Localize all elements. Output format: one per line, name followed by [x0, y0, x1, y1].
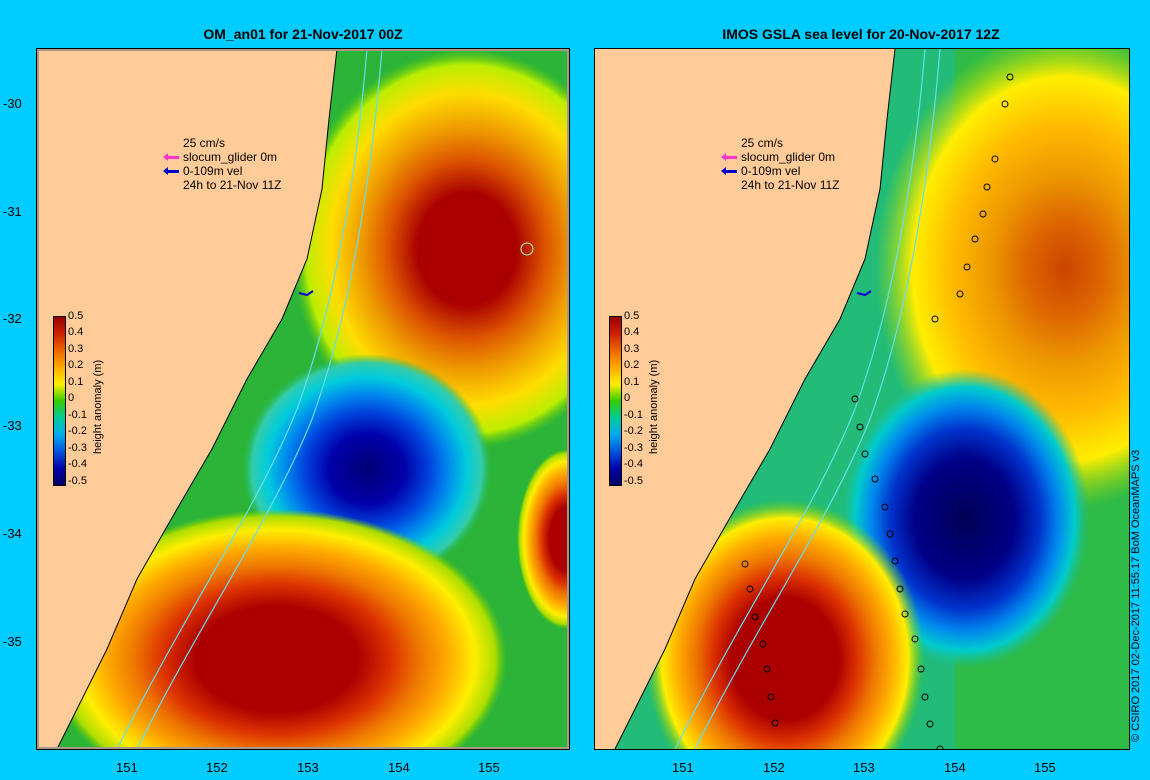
right-colorbar [609, 316, 622, 486]
right-cb-label: 0.5 [624, 310, 640, 322]
right-map-field [595, 49, 1129, 749]
left-legend: 25 cm/s slocum_glider 0m 0-109m vel 24h … [163, 136, 282, 192]
glider-arrow-icon [163, 152, 179, 161]
right-cb-label: 0.4 [624, 326, 640, 338]
right-legend: 25 cm/s slocum_glider 0m 0-109m vel 24h … [721, 136, 840, 192]
right-cb-label: -0.2 [624, 425, 643, 437]
legend-item-vel: 0-109m vel [183, 164, 243, 178]
velocity-arrow-icon [163, 166, 179, 175]
legend-scale: 25 cm/s [741, 136, 784, 150]
right-cb-label: 0 [624, 392, 631, 404]
left-cb-label: 0.5 [68, 310, 84, 322]
left-cb-label: -0.4 [68, 458, 87, 470]
left-map-field [37, 49, 569, 749]
left-cb-label: 0.2 [68, 359, 84, 371]
left-map [36, 48, 570, 750]
right-x-tick: 154 [944, 760, 966, 775]
legend-item-glider: slocum_glider 0m [741, 150, 836, 164]
right-cb-label: 0.3 [624, 343, 640, 355]
left-y-tick: -30 [3, 96, 22, 111]
right-x-tick: 152 [763, 760, 785, 775]
left-cb-title: height anomaly (m) [92, 359, 104, 454]
right-cb-title: height anomaly (m) [648, 359, 660, 454]
left-cb-label: 0.1 [68, 376, 84, 388]
left-cb-label: -0.2 [68, 425, 87, 437]
left-cb-label: 0.3 [68, 343, 84, 355]
left-y-tick: -31 [3, 204, 22, 219]
left-x-tick: 155 [478, 760, 500, 775]
left-x-tick: 153 [297, 760, 319, 775]
right-x-tick: 155 [1034, 760, 1056, 775]
left-y-tick: -34 [3, 526, 22, 541]
legend-item-vel: 0-109m vel [741, 164, 801, 178]
right-panel-title: IMOS GSLA sea level for 20-Nov-2017 12Z [722, 26, 1000, 42]
right-cb-label: -0.5 [624, 475, 643, 487]
right-x-tick: 153 [853, 760, 875, 775]
left-cb-label: -0.3 [68, 442, 87, 454]
left-panel-title: OM_an01 for 21-Nov-2017 00Z [203, 26, 403, 42]
legend-scale: 25 cm/s [183, 136, 226, 150]
legend-item-glider: slocum_glider 0m [183, 150, 278, 164]
left-cb-label: 0 [68, 392, 75, 404]
left-x-tick: 151 [116, 760, 138, 775]
glider-arrow-icon [721, 152, 737, 161]
left-y-tick: -32 [3, 311, 22, 326]
right-cb-label: 0.1 [624, 376, 640, 388]
legend-item-time: 24h to 21-Nov 11Z [741, 178, 840, 192]
right-cb-label: 0.2 [624, 359, 640, 371]
legend-item-time: 24h to 21-Nov 11Z [183, 178, 282, 192]
left-cb-label: -0.5 [68, 475, 87, 487]
right-x-tick: 151 [672, 760, 694, 775]
right-cb-label: -0.1 [624, 409, 643, 421]
left-x-tick: 152 [206, 760, 228, 775]
left-x-tick: 154 [388, 760, 410, 775]
right-cb-label: -0.3 [624, 442, 643, 454]
velocity-arrow-icon [721, 166, 737, 175]
left-colorbar [53, 316, 66, 486]
left-cb-label: -0.1 [68, 409, 87, 421]
left-y-tick: -33 [3, 418, 22, 433]
copyright-credit: © CSIRO 2017 02-Dec-2017 11:55:17 BoM Oc… [1130, 449, 1142, 742]
right-cb-label: -0.4 [624, 458, 643, 470]
left-y-tick: -35 [3, 634, 22, 649]
left-cb-label: 0.4 [68, 326, 84, 338]
right-map [594, 48, 1130, 750]
